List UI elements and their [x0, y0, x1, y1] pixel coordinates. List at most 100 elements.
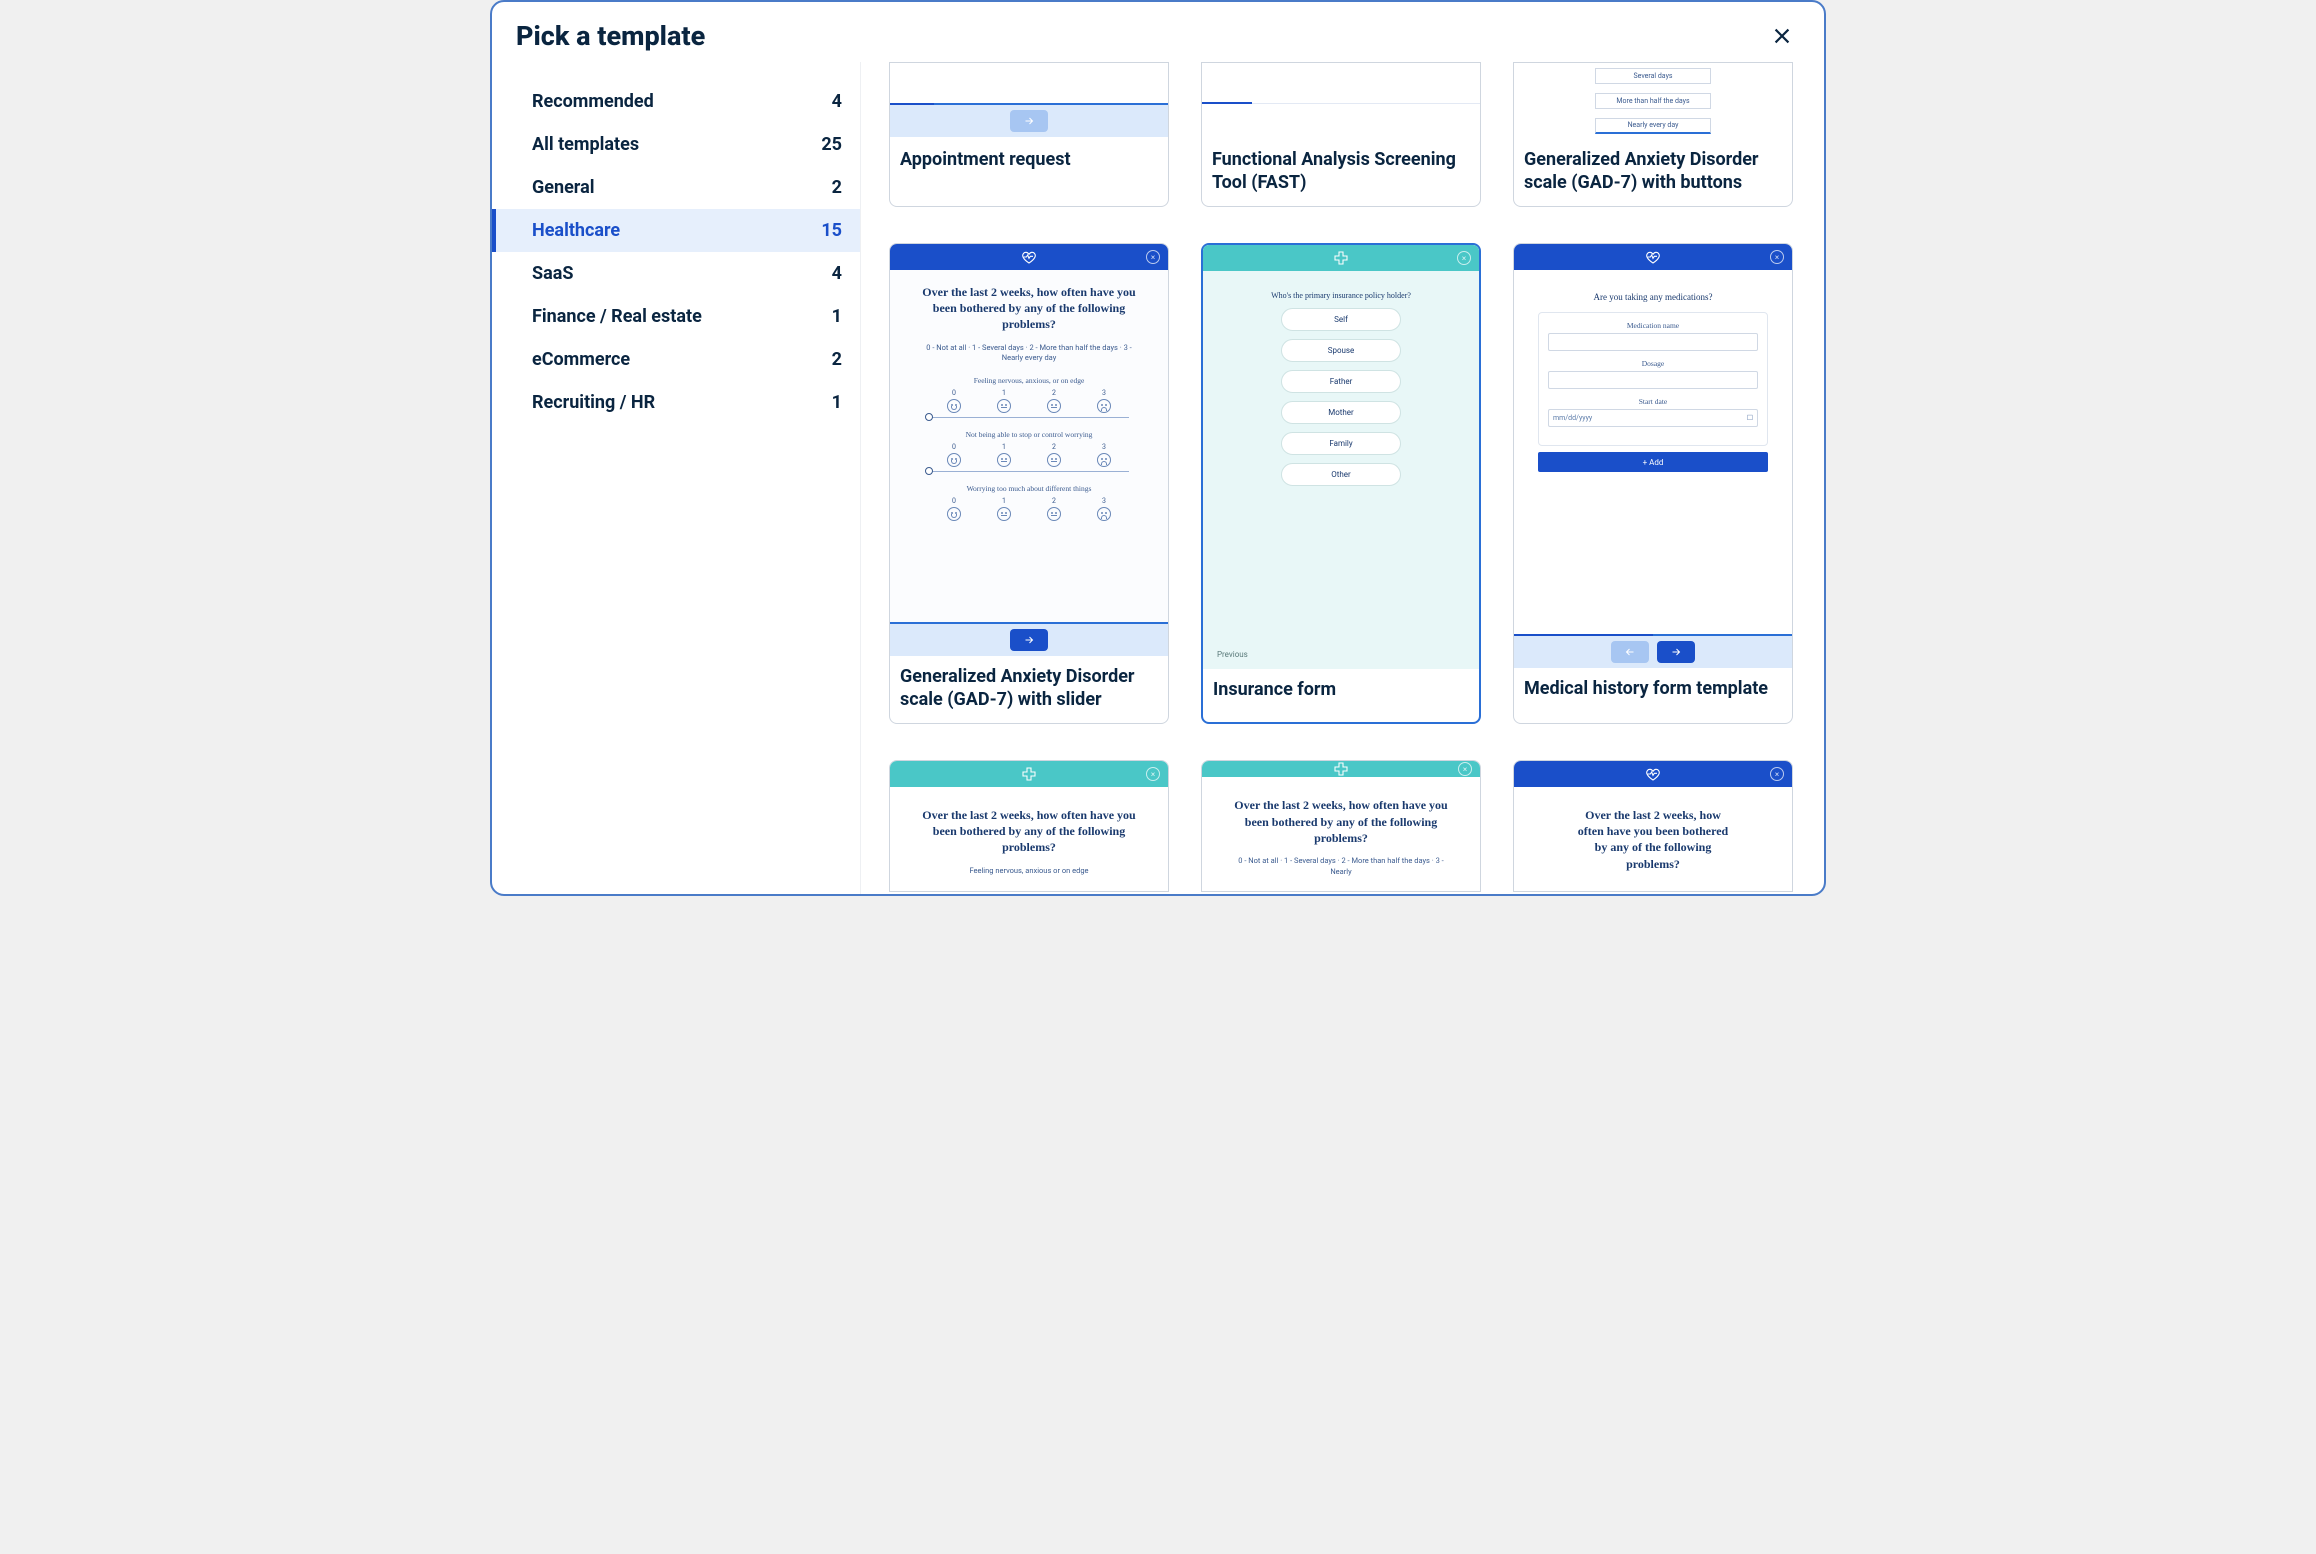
template-title: Appointment request [890, 139, 1168, 184]
preview-close-icon: × [1770, 250, 1784, 264]
next-button [1010, 110, 1048, 132]
category-label: General [532, 177, 595, 198]
medical-cross-icon [1333, 250, 1349, 266]
template-card[interactable]: × Over the last 2 weeks, how often have … [1201, 760, 1481, 892]
template-grid-wrap[interactable]: Appointment request Functional Analysis … [860, 62, 1824, 894]
template-card[interactable]: × Over the last 2 weeks, how often have … [889, 760, 1169, 892]
preview-question: Are you taking any medications? [1594, 292, 1713, 302]
template-card-insurance-form[interactable]: × Who's the primary insurance policy hol… [1201, 243, 1481, 724]
preview-close-icon: × [1146, 767, 1160, 781]
date-placeholder: mm/dd/yyyy [1553, 414, 1592, 422]
preview-item-label: Feeling nervous, anxious, or on edge [974, 376, 1085, 385]
template-card-gad7-buttons[interactable]: Several days More than half the days Nea… [1513, 62, 1793, 207]
template-title: Insurance form [1203, 669, 1479, 714]
preview-header: × [1203, 245, 1479, 271]
slider [929, 471, 1129, 472]
category-recommended[interactable]: Recommended 4 [492, 80, 860, 123]
modal-body: Recommended 4 All templates 25 General 2… [492, 62, 1824, 894]
preview-subtext: Feeling nervous, anxious or on edge [969, 866, 1088, 877]
template-card-appointment-request[interactable]: Appointment request [889, 62, 1169, 207]
preview-scale-text: 0 - Not at all · 1 - Several days · 2 - … [919, 343, 1139, 364]
template-card[interactable]: × Over the last 2 weeks, how often have … [1513, 760, 1793, 892]
preview-question: Over the last 2 weeks, how often have yo… [919, 284, 1139, 333]
field-group: Medication name Dosage Start date mm/dd/… [1538, 312, 1768, 446]
next-button [1010, 629, 1048, 651]
template-card-gad7-slider[interactable]: × Over the last 2 weeks, how often have … [889, 243, 1169, 724]
category-label: SaaS [532, 263, 573, 284]
template-card-fast[interactable]: Functional Analysis Screening Tool (FAST… [1201, 62, 1481, 207]
preview-question: Over the last 2 weeks, how often have yo… [919, 807, 1139, 856]
category-count: 25 [821, 134, 842, 155]
category-label: Finance / Real estate [532, 306, 702, 327]
option-button: Family [1281, 432, 1401, 455]
template-title: Generalized Anxiety Disorder scale (GAD-… [890, 656, 1168, 723]
template-preview: × Over the last 2 weeks, how often have … [1514, 761, 1792, 891]
option-button: Nearly every day [1595, 118, 1711, 134]
category-label: All templates [532, 134, 639, 155]
arrow-right-icon [1670, 646, 1682, 658]
category-ecommerce[interactable]: eCommerce 2 [492, 338, 860, 381]
text-input [1548, 371, 1758, 389]
preview-close-icon: × [1146, 250, 1160, 264]
preview-item-label: Not being able to stop or control worryi… [966, 430, 1093, 439]
face-scale: 0 1 2 3 [929, 497, 1129, 521]
previous-link: Previous [1217, 650, 1248, 659]
next-button [1657, 641, 1695, 663]
category-label: Recommended [532, 91, 654, 112]
template-grid: Appointment request Functional Analysis … [889, 62, 1800, 892]
template-preview: × Are you taking any medications? Medica… [1514, 244, 1792, 668]
preview-close-icon: × [1457, 251, 1471, 265]
template-card-medical-history[interactable]: × Are you taking any medications? Medica… [1513, 243, 1793, 724]
template-preview: × Who's the primary insurance policy hol… [1203, 245, 1479, 669]
preview-close-icon: × [1770, 767, 1784, 781]
template-title: Medical history form template [1514, 668, 1792, 713]
category-recruiting[interactable]: Recruiting / HR 1 [492, 381, 860, 424]
close-icon [1771, 25, 1793, 47]
category-count: 1 [832, 306, 842, 327]
preview-header: × [1514, 761, 1792, 787]
preview-header: × [1202, 761, 1480, 777]
arrow-right-icon [1023, 115, 1035, 127]
preview-item-label: Worrying too much about different things [967, 484, 1092, 493]
category-healthcare[interactable]: Healthcare 15 [492, 209, 860, 252]
preview-header: × [1514, 244, 1792, 270]
option-button: Spouse [1281, 339, 1401, 362]
text-input [1548, 333, 1758, 351]
preview-header: × [890, 244, 1168, 270]
category-finance[interactable]: Finance / Real estate 1 [492, 295, 860, 338]
heart-pulse-icon [1645, 766, 1661, 782]
template-preview: × Over the last 2 weeks, how often have … [890, 244, 1168, 656]
medical-cross-icon [1021, 766, 1037, 782]
calendar-icon: ☐ [1747, 414, 1753, 422]
option-button: More than half the days [1595, 93, 1711, 109]
template-preview: × Over the last 2 weeks, how often have … [890, 761, 1168, 891]
preview-footer [1202, 103, 1480, 137]
category-all-templates[interactable]: All templates 25 [492, 123, 860, 166]
modal-title: Pick a template [516, 20, 705, 52]
option-button: Several days [1595, 68, 1711, 84]
field-label: Medication name [1627, 321, 1679, 330]
option-button: Father [1281, 370, 1401, 393]
template-preview: Several days More than half the days Nea… [1514, 63, 1792, 139]
heart-pulse-icon [1645, 249, 1661, 265]
category-saas[interactable]: SaaS 4 [492, 252, 860, 295]
category-count: 4 [832, 91, 842, 112]
template-title: Generalized Anxiety Disorder scale (GAD-… [1514, 139, 1792, 206]
close-button[interactable] [1768, 22, 1796, 50]
category-label: eCommerce [532, 349, 630, 370]
category-label: Healthcare [532, 220, 620, 241]
field-label: Start date [1639, 397, 1668, 406]
category-count: 4 [832, 263, 842, 284]
medical-cross-icon [1333, 761, 1349, 777]
template-preview: × Over the last 2 weeks, how often have … [1202, 761, 1480, 891]
slider [929, 417, 1129, 418]
category-sidebar: Recommended 4 All templates 25 General 2… [492, 62, 860, 894]
field-label: Dosage [1642, 359, 1665, 368]
preview-question: Who's the primary insurance policy holde… [1271, 291, 1411, 300]
template-preview [890, 63, 1168, 139]
template-title: Functional Analysis Screening Tool (FAST… [1202, 139, 1480, 206]
category-general[interactable]: General 2 [492, 166, 860, 209]
preview-question: Over the last 2 weeks, how often have yo… [1573, 807, 1733, 872]
prev-button [1611, 641, 1649, 663]
template-picker-modal: Pick a template Recommended 4 All templa… [490, 0, 1826, 896]
